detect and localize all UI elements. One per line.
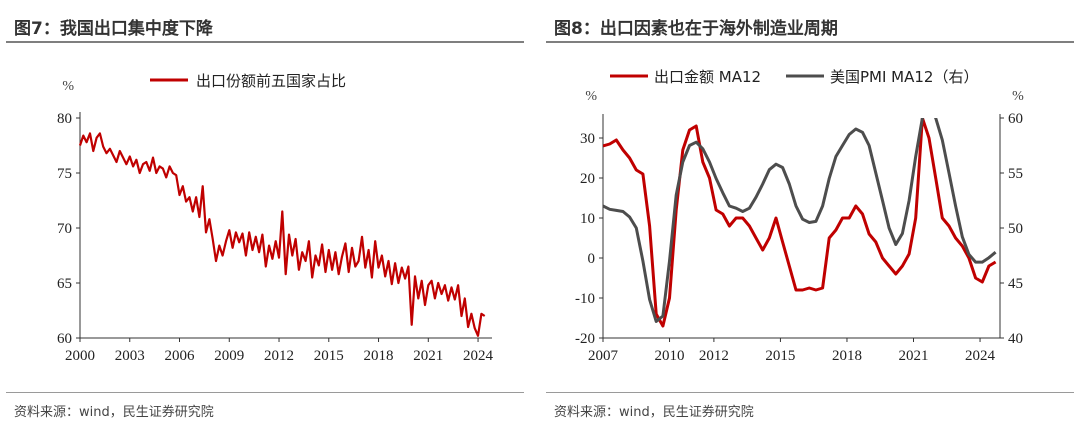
figure-8-title: 图8：出口因素也在于海外制造业周期 (554, 19, 838, 39)
x-tick-label: 2018 (364, 348, 394, 364)
y-tick-label-left: -10 (575, 291, 595, 307)
y-tick-label: 65 (57, 276, 72, 292)
series-line-export-top5-share (78, 132, 486, 337)
x-tick-label: 2006 (165, 348, 196, 364)
figure-7-panel: 图7：我国出口集中度下降 % 60 65 70 75 80 2000 2003 2006 2009… (0, 0, 530, 434)
legend-label-export: 出口金额 MA12 (654, 68, 761, 86)
y-tick-label-right: 50 (1008, 221, 1023, 237)
y-tick-label-left: 30 (580, 131, 595, 147)
x-tick-label: 2000 (65, 348, 95, 364)
y-tick-label-left: 0 (588, 251, 596, 267)
title-rule (6, 41, 524, 43)
series-line-us-pmi-ma12 (603, 118, 997, 323)
y-tick-label: 80 (57, 111, 72, 127)
y-tick-label: 70 (57, 221, 72, 237)
export-concentration-chart: % 60 65 70 75 80 2000 2003 2006 2009 2012 2015 2018 2… (57, 72, 494, 364)
x-tick-label: 2021 (413, 348, 443, 364)
x-tick-label: 2010 (655, 348, 685, 364)
export-vs-pmi-chart: % % -20 -10 0 10 20 30 40 45 50 55 60 2007 2010 2012 201… (575, 68, 1024, 364)
x-tick-label: 2003 (115, 348, 145, 364)
title-rule (546, 41, 1074, 43)
source-rule (6, 392, 524, 393)
figure-7-title: 图7：我国出口集中度下降 (14, 19, 213, 39)
x-tick-label: 2009 (214, 348, 244, 364)
x-tick-label: 2015 (314, 348, 344, 364)
figure-7-source: 资料来源：wind，民生证券研究院 (14, 405, 214, 420)
legend-label-pmi: 美国PMI MA12（右） (830, 68, 978, 86)
source-rule (546, 392, 1074, 393)
y-unit-left: % (585, 89, 597, 104)
y-tick-label-right: 60 (1008, 111, 1023, 127)
x-tick-label: 2012 (264, 348, 294, 364)
y-tick-label: 60 (57, 331, 72, 347)
y-tick-label: 75 (57, 166, 72, 182)
x-tick-label: 2024 (463, 348, 494, 364)
y-tick-label-right: 55 (1008, 166, 1023, 182)
legend-label: 出口份额前五国家占比 (196, 72, 346, 90)
figure-8-source: 资料来源：wind，民生证券研究院 (554, 405, 754, 420)
x-tick-label: 2007 (588, 348, 619, 364)
y-tick-label-right: 45 (1008, 276, 1023, 292)
x-tick-label: 2012 (699, 348, 729, 364)
y-tick-label-left: -20 (575, 331, 595, 347)
figure-8-panel: 图8：出口因素也在于海外制造业周期 %% -20 -10 0 10 20 30 40 45 50 5… (540, 0, 1080, 434)
x-tick-label: 2018 (832, 348, 862, 364)
y-unit-label: % (62, 79, 74, 94)
y-tick-label-right: 40 (1008, 331, 1023, 347)
x-tick-label: 2021 (899, 348, 929, 364)
x-tick-label: 2015 (765, 348, 795, 364)
y-unit-right: % (1012, 89, 1024, 104)
series-line-export-ma12 (603, 118, 997, 328)
x-tick-label: 2024 (965, 348, 996, 364)
y-tick-label-left: 10 (580, 211, 595, 227)
y-tick-label-left: 20 (580, 171, 595, 187)
